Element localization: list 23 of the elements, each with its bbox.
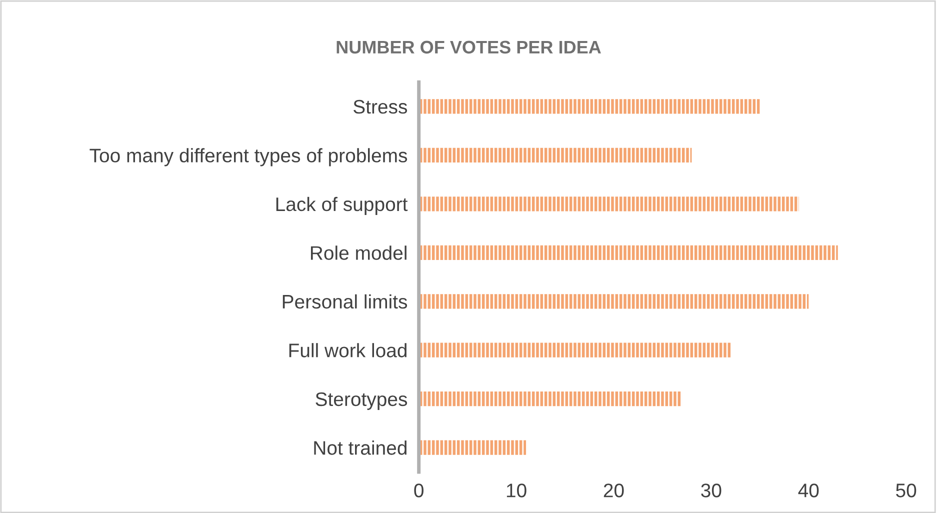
bar	[418, 196, 799, 212]
y-tick-label: Stress	[354, 100, 408, 114]
y-tick-label: Role model	[310, 246, 406, 260]
bar	[418, 99, 760, 114]
x-tick-label: 50	[896, 484, 916, 498]
x-tick-label: 0	[414, 484, 424, 498]
bar	[418, 440, 526, 455]
x-tick-label: 20	[604, 484, 624, 498]
y-tick-label: Too many different types of problems	[90, 148, 408, 166]
y-tick-label: Lack of support	[276, 196, 408, 215]
x-tick-label: 10	[506, 484, 526, 498]
bar	[418, 148, 692, 162]
x-tick-label: 30	[701, 484, 722, 498]
bar	[418, 245, 838, 260]
y-tick-label: Sterotypes	[316, 392, 408, 410]
y-tick-label: Full work load	[289, 343, 406, 358]
x-tick-label: 40	[798, 484, 819, 498]
y-tick-label: Personal limits	[282, 294, 408, 309]
bar	[418, 294, 809, 309]
y-tick-label: Not trained	[314, 440, 406, 455]
bar	[418, 342, 731, 358]
bar	[418, 392, 682, 406]
chart-title: NUMBER OF VOTES PER IDEA	[336, 40, 601, 54]
